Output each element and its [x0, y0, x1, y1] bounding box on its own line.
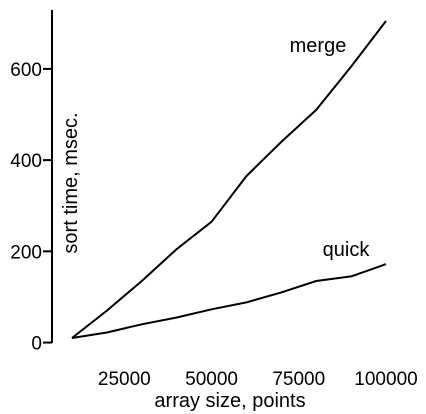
series-label-quick: quick [323, 239, 371, 261]
y-tick-label: 0 [31, 334, 42, 355]
series-line-merge [71, 20, 387, 339]
axes: 0 200 400 600 25000 50000 75000 100000 [10, 10, 418, 390]
x-tick-label: 50000 [185, 369, 238, 390]
y-tick-label: 400 [10, 151, 42, 172]
x-axis-label: array size, points [154, 390, 305, 412]
y-tick-label: 600 [10, 60, 42, 81]
series-group: merge quick [71, 20, 387, 339]
y-tick-label: 200 [10, 242, 42, 263]
x-tick-label: 25000 [98, 369, 151, 390]
x-tick-label: 100000 [354, 369, 417, 390]
series-label-merge: merge [290, 35, 347, 57]
y-axis-label: sort time, msec. [60, 112, 82, 253]
series-line-quick [71, 263, 387, 339]
x-tick-label: 75000 [272, 369, 325, 390]
